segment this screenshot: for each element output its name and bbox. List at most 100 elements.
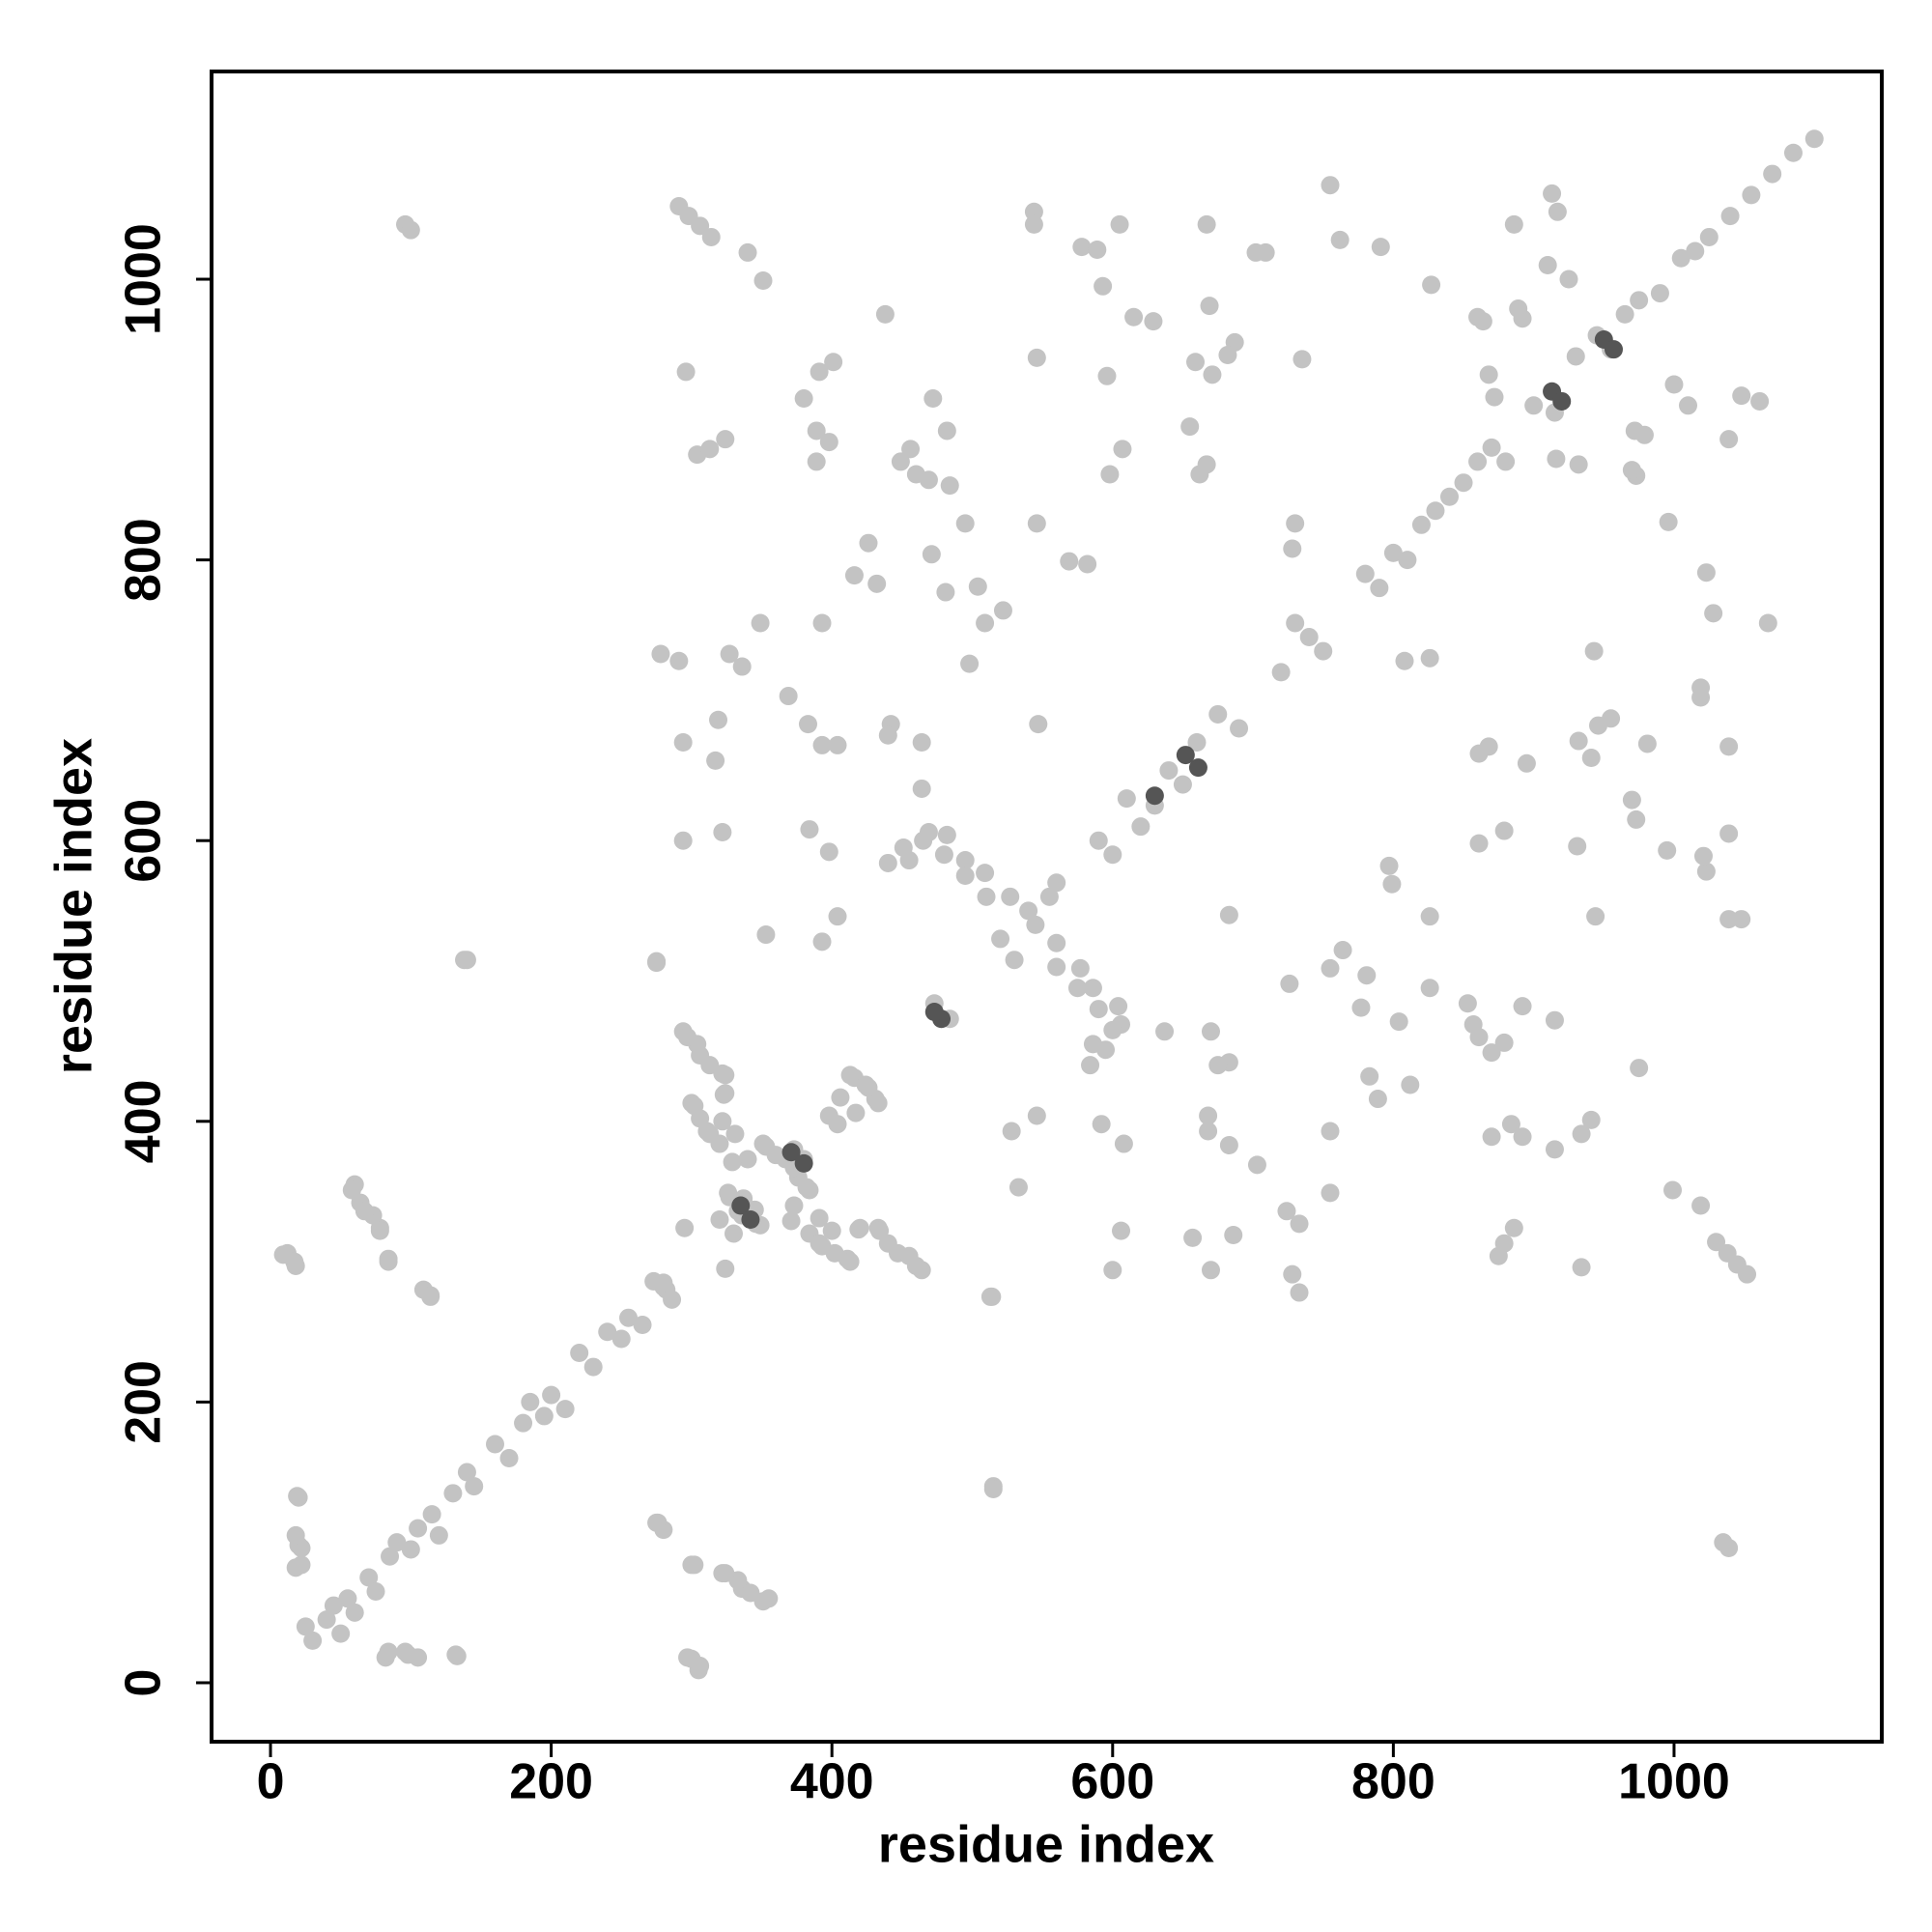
point	[443, 1484, 463, 1503]
point	[1047, 957, 1066, 977]
point	[875, 304, 895, 324]
point	[1463, 1015, 1483, 1035]
y-axis-title: residue index	[44, 738, 102, 1074]
point	[912, 779, 931, 798]
point	[753, 1134, 773, 1153]
point	[812, 613, 832, 633]
point	[846, 1103, 866, 1122]
point	[345, 1603, 364, 1622]
point	[286, 1558, 305, 1577]
point	[1027, 348, 1046, 367]
point	[331, 1624, 351, 1643]
point	[1548, 202, 1567, 221]
point	[286, 1256, 305, 1275]
point	[1552, 391, 1572, 411]
point	[366, 1582, 385, 1602]
point	[1113, 440, 1132, 459]
point	[1117, 789, 1136, 809]
point	[421, 1286, 440, 1305]
point	[716, 1065, 735, 1085]
point	[1696, 862, 1716, 881]
point	[1039, 887, 1059, 906]
point	[1382, 874, 1402, 894]
point	[1067, 979, 1087, 998]
point	[828, 735, 847, 754]
point	[1081, 1056, 1100, 1075]
point	[651, 644, 670, 664]
point	[1330, 230, 1350, 249]
point	[936, 582, 955, 602]
point	[1524, 396, 1544, 415]
point	[1208, 1056, 1228, 1075]
point	[1097, 366, 1117, 385]
point	[1002, 1122, 1021, 1141]
point	[678, 1028, 697, 1047]
point	[1286, 613, 1305, 633]
point	[891, 452, 910, 471]
point	[1482, 1043, 1501, 1063]
point	[859, 1078, 878, 1097]
point	[1173, 775, 1192, 794]
point	[1333, 941, 1352, 960]
point	[1630, 1059, 1649, 1078]
point	[1513, 1127, 1532, 1147]
point	[1568, 837, 1587, 856]
point	[1155, 1022, 1175, 1041]
point	[1572, 1124, 1591, 1144]
point	[1389, 1012, 1408, 1032]
point	[955, 851, 975, 870]
point	[1615, 304, 1634, 324]
point	[1469, 744, 1489, 763]
point	[1691, 678, 1711, 697]
point	[598, 1322, 617, 1342]
point	[914, 831, 933, 850]
point	[1351, 998, 1371, 1017]
point	[899, 851, 919, 870]
point	[1513, 997, 1532, 1016]
point	[1513, 309, 1532, 328]
point	[1569, 455, 1588, 474]
point	[828, 1115, 847, 1134]
point	[797, 1178, 816, 1197]
point	[1538, 256, 1557, 275]
point	[1103, 1261, 1122, 1280]
point	[1547, 449, 1566, 469]
point	[521, 1392, 540, 1411]
point	[338, 1589, 357, 1608]
point	[1545, 1140, 1564, 1159]
point	[1286, 514, 1305, 533]
point	[1176, 746, 1195, 765]
point	[1027, 514, 1046, 533]
point	[859, 533, 878, 553]
point	[1201, 1261, 1220, 1280]
point	[1357, 966, 1377, 985]
point	[1089, 1000, 1108, 1019]
point	[901, 440, 921, 459]
point	[570, 1344, 589, 1363]
point	[1758, 613, 1777, 633]
point	[1089, 831, 1108, 850]
point	[1110, 214, 1129, 234]
point	[1112, 1221, 1131, 1240]
point	[317, 1610, 336, 1630]
point	[1293, 350, 1312, 369]
point	[1719, 910, 1739, 929]
point	[1103, 845, 1122, 865]
point	[1658, 840, 1677, 860]
point	[1009, 1178, 1028, 1197]
point	[1569, 731, 1588, 751]
point	[1454, 473, 1473, 493]
point	[1707, 1233, 1726, 1252]
y-tick-label: 0	[116, 1669, 172, 1697]
point	[398, 1645, 417, 1664]
point	[1370, 579, 1389, 598]
point	[1183, 1228, 1203, 1247]
point	[1224, 1225, 1243, 1244]
point	[1482, 1127, 1501, 1147]
point	[1398, 551, 1417, 570]
point	[753, 270, 773, 290]
point	[1029, 715, 1048, 734]
point	[485, 1435, 504, 1454]
point	[878, 853, 897, 872]
point	[1458, 994, 1477, 1013]
